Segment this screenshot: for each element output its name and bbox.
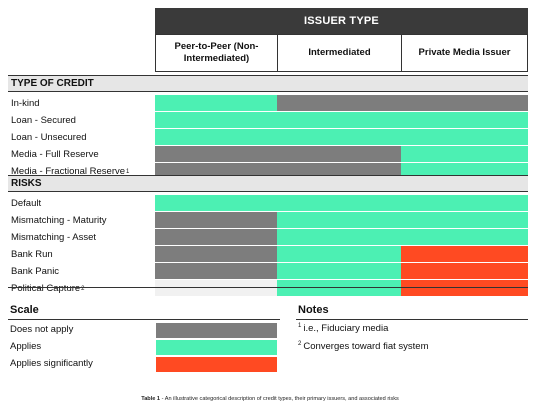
matrix-cell-na [155, 229, 277, 245]
column-header-intermediated: Intermediated [277, 34, 402, 72]
matrix-cell-applies [401, 195, 528, 211]
matrix-cell-applies [277, 263, 401, 279]
matrix-cell-applies [277, 212, 401, 228]
matrix-cell-applies [401, 229, 528, 245]
matrix-cell-na [155, 246, 277, 262]
matrix-cell-applies [155, 195, 277, 211]
row-label: Media - Full Reserve [11, 149, 99, 160]
note-2: 2 Converges toward fiat system [298, 341, 429, 353]
scale-label-significant: Applies significantly [10, 358, 93, 369]
column-header-private-media-issuer: Private Media Issuer [401, 34, 528, 72]
note-1: 1 i.e., Fiduciary media [298, 323, 389, 335]
matrix-cell-na [155, 212, 277, 228]
section-type-of-credit: TYPE OF CREDIT [8, 75, 528, 92]
matrix-cell-applies [401, 146, 528, 162]
column-header-peer-to-peer: Peer-to-Peer (Non-Intermediated) [155, 34, 278, 72]
matrix-cell-applies [277, 195, 401, 211]
matrix-cell-na [277, 95, 401, 111]
table-bottom-border [8, 287, 528, 288]
scale-title: Scale [10, 304, 39, 316]
matrix-cell-significant [401, 246, 528, 262]
matrix-cell-na [155, 263, 277, 279]
matrix-cell-applies [401, 112, 528, 128]
scale-swatch-na [156, 323, 277, 338]
matrix-cell-applies [401, 129, 528, 145]
matrix-cell-applies [277, 229, 401, 245]
scale-label-na: Does not apply [10, 324, 74, 335]
row-label: In-kind [11, 98, 40, 109]
row-label: Bank Run [11, 249, 53, 260]
row-label: Loan - Unsecured [11, 132, 87, 143]
section-risks: RISKS [8, 175, 528, 192]
matrix-cell-applies [155, 95, 277, 111]
notes-title: Notes [298, 304, 329, 316]
scale-swatch-significant [156, 357, 277, 372]
matrix-cell-applies [277, 112, 401, 128]
scale-swatch-applies [156, 340, 277, 355]
row-label: Loan - Secured [11, 115, 76, 126]
matrix-cell-significant [401, 263, 528, 279]
matrix-cell-applies [277, 246, 401, 262]
table-caption: Table 1 - An illustrative categorical de… [141, 396, 399, 402]
notes-divider [296, 319, 528, 320]
matrix-cell-blank [155, 280, 277, 296]
row-label: Political Capture 2 [11, 283, 85, 294]
matrix-cell-applies [401, 212, 528, 228]
scale-divider [8, 319, 280, 320]
row-label: Bank Panic [11, 266, 60, 277]
matrix-cell-significant [401, 280, 528, 296]
issuer-type-header: ISSUER TYPE [155, 8, 528, 34]
matrix-cell-applies [277, 280, 401, 296]
scale-label-applies: Applies [10, 341, 42, 352]
matrix-cell-applies [277, 129, 401, 145]
matrix-cell-applies [155, 112, 277, 128]
matrix-cell-na [277, 146, 401, 162]
matrix-cell-applies [155, 129, 277, 145]
row-label: Media - Fractional Reserve 1 [11, 166, 130, 177]
matrix-cell-na [401, 95, 528, 111]
row-label: Default [11, 198, 42, 209]
matrix-cell-na [155, 146, 277, 162]
row-label: Mismatching - Asset [11, 232, 96, 243]
row-label: Mismatching - Maturity [11, 215, 107, 226]
